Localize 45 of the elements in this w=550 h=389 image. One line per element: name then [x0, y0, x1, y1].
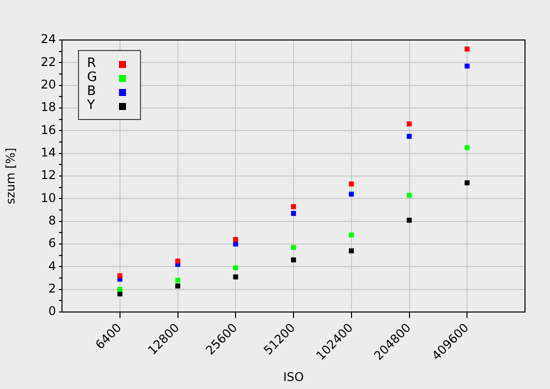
- point: [348, 248, 354, 254]
- point: [406, 134, 412, 139]
- point: [233, 265, 238, 270]
- legend-label: B: [87, 84, 97, 99]
- point: [117, 291, 122, 296]
- y-tick-label: 4: [48, 258, 56, 273]
- point: [175, 283, 180, 288]
- point: [175, 278, 180, 283]
- y-axis-title: szum [%]: [3, 148, 18, 204]
- point: [233, 242, 238, 246]
- point: [348, 192, 354, 197]
- x-axis-title: ISO: [283, 370, 304, 384]
- legend-label: R: [87, 56, 98, 71]
- point: [175, 258, 180, 264]
- y-tick-label: 16: [40, 122, 56, 137]
- legend-label: G: [87, 70, 98, 85]
- y-tick-label: 6: [48, 236, 56, 250]
- point: [406, 121, 412, 126]
- point: [464, 64, 470, 69]
- point: [233, 274, 238, 280]
- point: [233, 237, 238, 242]
- y-tick-label: 0: [48, 304, 56, 318]
- point: [291, 257, 296, 262]
- point: [464, 145, 470, 150]
- point: [117, 286, 122, 292]
- y-tick-label: 10: [40, 190, 56, 205]
- y-tick-label: 12: [40, 168, 56, 182]
- y-tick-label: 22: [40, 54, 56, 69]
- point: [406, 218, 412, 223]
- point: [348, 181, 354, 186]
- point: [117, 273, 122, 278]
- y-tick-label: 8: [48, 213, 56, 228]
- y-tick-label: 2: [48, 281, 56, 296]
- y-tick-label: 20: [40, 77, 56, 92]
- point: [406, 192, 412, 198]
- point: [348, 232, 354, 238]
- y-tick-label: 24: [40, 32, 56, 46]
- y-tick-label: 14: [40, 145, 56, 160]
- legend-label: Y: [87, 98, 96, 113]
- y-tick-label: 18: [40, 100, 56, 114]
- point: [291, 244, 296, 250]
- point: [291, 210, 296, 216]
- point: [464, 180, 470, 186]
- point: [464, 46, 470, 52]
- point: [291, 204, 296, 210]
